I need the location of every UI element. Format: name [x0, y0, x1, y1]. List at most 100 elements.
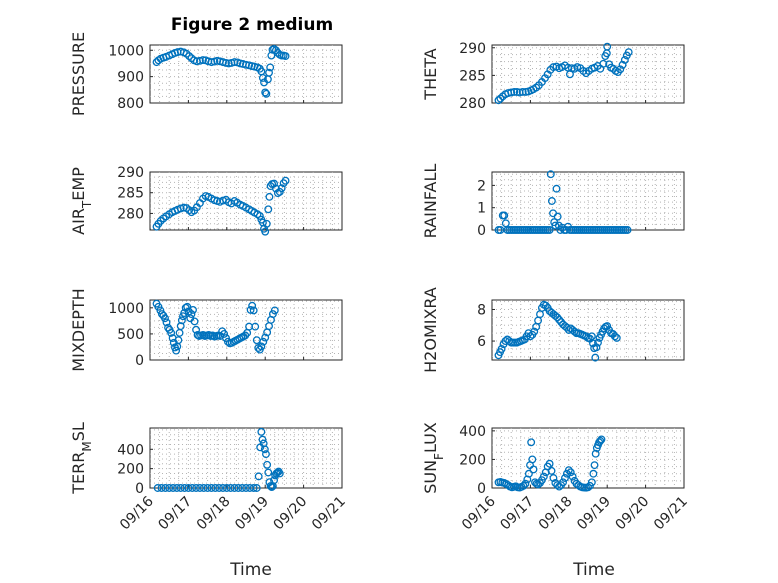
x-tick-label: 09/21: [309, 494, 349, 534]
data-point: [266, 482, 275, 491]
y-tick-label: 200: [117, 462, 144, 478]
data-point: [556, 226, 565, 234]
y-tick-label: 200: [459, 452, 486, 468]
data-point: [507, 88, 516, 97]
y-axis-label-main: SUN: [421, 460, 440, 494]
data-point: [519, 481, 528, 490]
data-point: [270, 476, 278, 485]
data-point: [249, 306, 258, 315]
data-point: [252, 484, 261, 492]
data-point: [172, 346, 181, 355]
data-point: [257, 427, 266, 436]
data-point: [281, 176, 290, 185]
data-point: [510, 88, 519, 96]
y-axis-label-main: THETA: [421, 48, 440, 100]
data-point: [207, 484, 216, 492]
data-point: [603, 322, 612, 331]
data-point: [183, 302, 192, 311]
x-axis-label-left: Time: [229, 560, 272, 580]
data-point: [500, 211, 509, 220]
data-point: [612, 333, 621, 342]
data-series: [153, 427, 284, 492]
data-point: [224, 337, 232, 346]
y-tick-label: 285: [459, 68, 486, 84]
data-point: [222, 484, 231, 492]
data-point: [541, 301, 550, 310]
data-point: [161, 314, 169, 323]
data-point: [561, 474, 569, 482]
data-point: [215, 484, 224, 492]
x-tick-label: 09/18: [536, 494, 576, 534]
data-point: [275, 469, 284, 478]
y-tick-label: 290: [459, 41, 486, 57]
data-point: [161, 484, 170, 492]
data-point: [248, 301, 257, 310]
data-point: [211, 484, 220, 492]
data-point: [220, 329, 229, 338]
data-point: [587, 332, 596, 341]
data-point: [539, 472, 548, 481]
data-point: [176, 322, 185, 331]
x-tick-label: 09/17: [155, 494, 195, 534]
x-tick-label: 09/16: [117, 493, 157, 533]
y-tick-label: 280: [117, 206, 144, 222]
data-point: [524, 469, 533, 478]
subplot-4: 0 1 2 RAINFALL: [421, 164, 685, 239]
y-tick-label: 0: [477, 481, 486, 497]
y-tick-label: 0: [135, 353, 144, 369]
data-point: [264, 205, 273, 214]
data-point: [246, 305, 255, 314]
y-tick-label: 400: [117, 442, 144, 458]
data-point: [599, 59, 608, 68]
data-point: [258, 74, 267, 82]
data-point: [261, 333, 270, 342]
data-series: [494, 300, 621, 362]
data-point: [251, 322, 260, 331]
data-point: [547, 466, 556, 475]
y-axis-label-subscript: M: [80, 441, 94, 451]
data-point: [262, 219, 271, 228]
y-axis-label: H2OMIXRA: [421, 287, 440, 373]
data-point: [549, 63, 558, 72]
data-point: [270, 179, 278, 188]
data-series: [152, 299, 279, 355]
data-point: [530, 327, 539, 336]
data-point: [192, 484, 201, 492]
data-point: [203, 484, 212, 492]
data-point: [616, 65, 625, 74]
data-point: [263, 460, 272, 469]
data-point: [552, 184, 561, 193]
data-point: [185, 52, 194, 61]
data-point: [623, 226, 632, 234]
y-axis-label: AIRTEMP: [69, 167, 94, 235]
data-point: [257, 342, 266, 351]
data-point: [226, 484, 235, 492]
data-series: [152, 45, 290, 98]
data-point: [255, 211, 264, 220]
data-point: [497, 344, 506, 353]
data-point: [258, 435, 267, 444]
data-point: [219, 484, 227, 492]
data-point: [592, 343, 601, 352]
y-axis-label-main: MIXDEPTH: [69, 288, 88, 371]
data-point: [199, 56, 207, 64]
data-point: [564, 466, 573, 475]
data-point: [230, 484, 239, 492]
data-point: [265, 68, 273, 77]
data-point: [610, 332, 619, 341]
y-tick-label: 285: [117, 186, 144, 202]
subplot-5: 0 500 1000 MIXDEPTH: [69, 288, 343, 372]
data-point: [259, 337, 268, 346]
data-point: [527, 438, 536, 447]
data-point: [568, 472, 577, 481]
data-point: [624, 48, 633, 57]
data-point: [272, 469, 281, 478]
y-axis-label-tail: EMP: [69, 167, 88, 201]
y-axis-label: TERRMSL: [69, 422, 94, 495]
y-axis-label: SUNFLUX: [421, 422, 446, 494]
data-point: [597, 435, 606, 444]
data-point: [189, 305, 197, 314]
data-point: [591, 353, 600, 362]
y-tick-label: 1000: [108, 301, 144, 317]
